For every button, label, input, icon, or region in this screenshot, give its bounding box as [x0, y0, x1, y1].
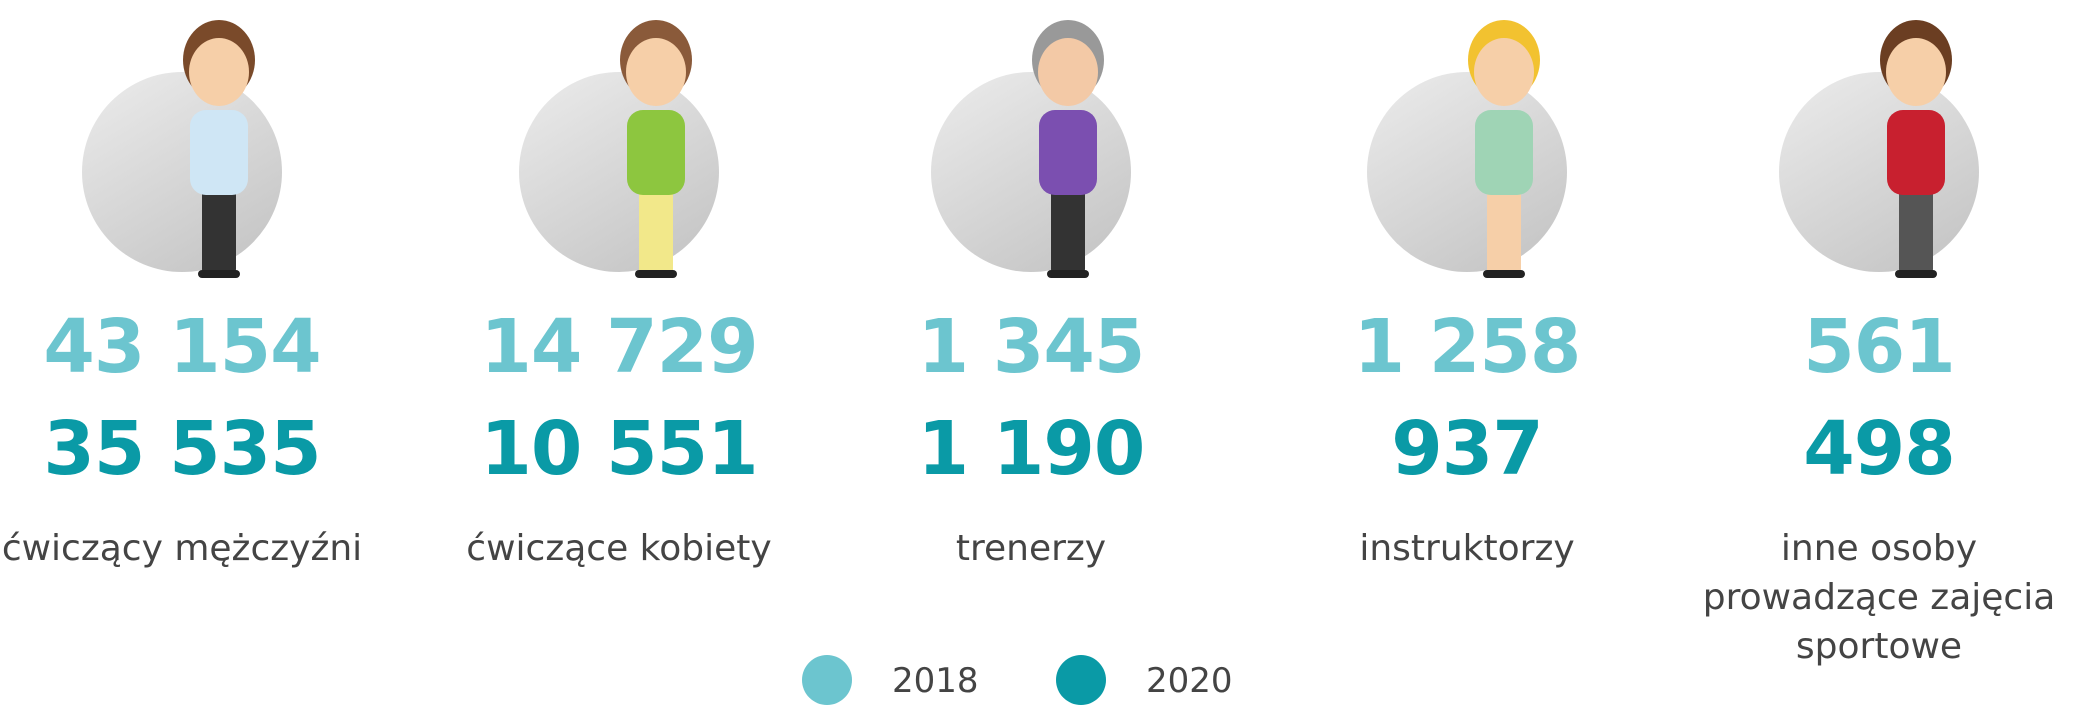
figure-shoe — [635, 270, 677, 278]
group-label: ćwiczący mężczyźni — [0, 524, 372, 573]
value-2018: 1 258 — [1267, 310, 1667, 384]
value-2020: 35 535 — [0, 412, 382, 486]
figure-legs — [202, 185, 236, 275]
figure-legs — [1051, 185, 1085, 275]
backdrop-circle — [1367, 72, 1567, 272]
infographic: 43 154 35 535 ćwiczący mężczyźni 14 729 10 5… — [0, 0, 2078, 708]
value-2020: 10 551 — [419, 412, 819, 486]
group-label: instruktorzy — [1277, 524, 1657, 573]
figure-shoe — [1483, 270, 1525, 278]
backdrop-circle — [1779, 72, 1979, 272]
figure-legs — [1899, 185, 1933, 275]
value-2020: 1 190 — [831, 412, 1231, 486]
backdrop-circle — [519, 72, 719, 272]
legend-swatch — [1056, 655, 1106, 705]
legend-label: 2018 — [892, 664, 979, 698]
backdrop-circle — [931, 72, 1131, 272]
figure-body — [1887, 110, 1945, 195]
figure-head — [626, 38, 686, 106]
group-label: ćwiczące kobiety — [429, 524, 809, 573]
value-2018: 14 729 — [419, 310, 819, 384]
value-2018: 561 — [1679, 310, 2078, 384]
figure-body — [1039, 110, 1097, 195]
legend-swatch — [802, 655, 852, 705]
figure-head — [1886, 38, 1946, 106]
figure-shoe — [198, 270, 240, 278]
value-2018: 1 345 — [831, 310, 1231, 384]
figure-body — [627, 110, 685, 195]
figure-body — [190, 110, 248, 195]
figure-head — [1474, 38, 1534, 106]
value-2020: 937 — [1267, 412, 1667, 486]
value-2018: 43 154 — [0, 310, 382, 384]
figure-head — [189, 38, 249, 106]
value-2020: 498 — [1679, 412, 2078, 486]
backdrop-circle — [82, 72, 282, 272]
legend-label: 2020 — [1146, 664, 1233, 698]
figure-body — [1475, 110, 1533, 195]
figure-legs — [639, 185, 673, 275]
group-label: inne osoby prowadzące zajęcia sportowe — [1689, 524, 2069, 671]
figure-shoe — [1895, 270, 1937, 278]
figure-shoe — [1047, 270, 1089, 278]
group-label: trenerzy — [841, 524, 1221, 573]
figure-head — [1038, 38, 1098, 106]
figure-legs — [1487, 185, 1521, 275]
